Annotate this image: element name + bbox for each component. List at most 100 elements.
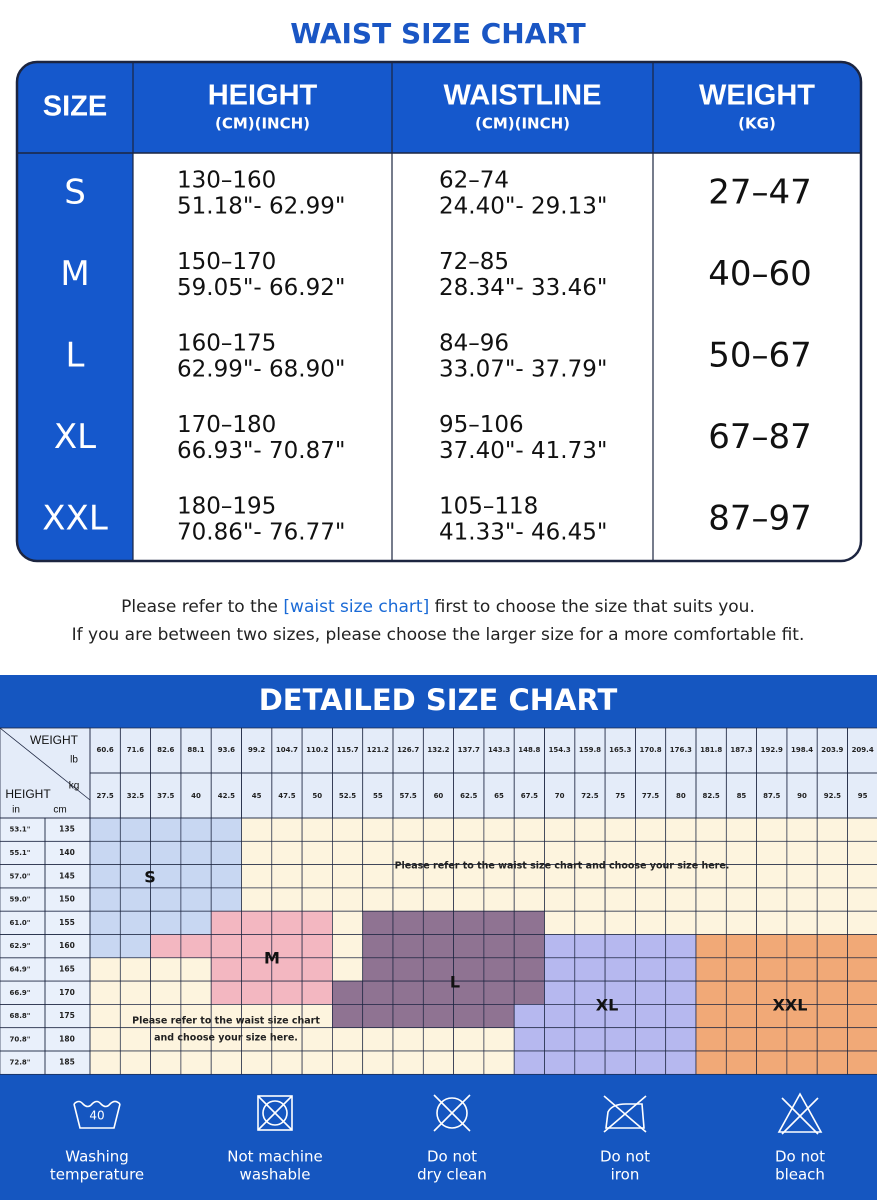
grid-cell: [362, 980, 394, 1005]
care-label: temperature: [50, 1166, 144, 1184]
grid-cell: [604, 957, 636, 982]
grid-cell: [210, 864, 242, 889]
grid-cell: [574, 887, 606, 912]
grid-cell: [392, 910, 424, 935]
grid-cell: [271, 980, 303, 1005]
grid-cell: [210, 980, 242, 1005]
lb-value: 159.8: [579, 746, 601, 754]
kg-value: 60: [434, 792, 444, 800]
height-cm: 145: [59, 871, 75, 880]
grid-cell: [574, 957, 606, 982]
machine-wash-icon: [257, 1095, 293, 1131]
grid-cell: [89, 957, 121, 982]
grid-cell: [847, 840, 877, 865]
grid-cell: [271, 840, 303, 865]
waistline-value: 24.40"- 29.13": [439, 193, 607, 219]
grid-cell: [362, 934, 394, 959]
grid-cell: [483, 1004, 515, 1029]
grid-cell: [574, 910, 606, 935]
grid-cell: [725, 1027, 757, 1052]
height-in: 66.9": [10, 989, 31, 997]
height-in: 55.1": [10, 849, 31, 857]
grid-cell: [150, 934, 182, 959]
grid-cell: [483, 980, 515, 1005]
lb-value: 71.6: [127, 746, 144, 754]
grid-cell: [180, 934, 212, 959]
height-value: 150–170: [177, 249, 276, 275]
weight-label: WEIGHT: [30, 733, 79, 747]
lb-value: 126.7: [397, 746, 419, 754]
note-part: first to choose the size that suits you.: [429, 597, 755, 617]
grid-cell: [756, 840, 788, 865]
waistline-value: 95–106: [439, 412, 524, 438]
weight-value: 87–97: [708, 499, 812, 539]
grid-cell: [786, 840, 818, 865]
grid-cell: [392, 817, 424, 842]
grid-cell: [453, 1004, 485, 1029]
grid-cell: [119, 1027, 151, 1052]
waistline-value: 72–85: [439, 249, 509, 275]
grid-cell: [301, 840, 333, 865]
kg-value: 72.5: [581, 792, 598, 800]
zone-note: Please refer to the waist size chart: [132, 1016, 320, 1027]
lb-value: 203.9: [821, 746, 843, 754]
kg-value: 57.5: [400, 792, 417, 800]
grid-cell: [392, 1004, 424, 1029]
grid-cell: [756, 864, 788, 889]
height-in: 62.9": [10, 942, 31, 950]
height-in: 57.0": [10, 872, 31, 880]
grid-cell: [89, 817, 121, 842]
grid-cell: [362, 1004, 394, 1029]
height-cm: 150: [59, 895, 75, 904]
grid-cell: [332, 957, 364, 982]
grid-cell: [332, 1004, 364, 1029]
grid-cell: [89, 864, 121, 889]
grid-cell: [301, 887, 333, 912]
grid-cell: [604, 910, 636, 935]
grid-cell: [695, 887, 727, 912]
header-label: WAISTLINE: [444, 80, 602, 112]
grid-cell: [301, 957, 333, 982]
grid-cell: [786, 934, 818, 959]
lb-value: 104.7: [276, 746, 298, 754]
grid-cell: [725, 910, 757, 935]
grid-cell: [332, 840, 364, 865]
kg-value: 37.5: [157, 792, 174, 800]
grid-cell: [150, 1050, 182, 1075]
grid-cell: [816, 840, 848, 865]
grid-cell: [422, 887, 454, 912]
grid-cell: [695, 980, 727, 1005]
grid-cell: [332, 910, 364, 935]
grid-cell: [453, 887, 485, 912]
grid-cell: [150, 980, 182, 1005]
kg-value: 50: [312, 792, 322, 800]
grid-cell: [150, 817, 182, 842]
height-value: 170–180: [177, 412, 276, 438]
grid-cell: [150, 957, 182, 982]
kg-value: 82.5: [703, 792, 720, 800]
grid-cell: [362, 910, 394, 935]
grid-cell: [665, 934, 697, 959]
height-in: 68.8": [10, 1012, 31, 1020]
grid-cell: [635, 980, 667, 1005]
grid-cell: [150, 910, 182, 935]
kg-value: 47.5: [278, 792, 295, 800]
grid-cell: [483, 957, 515, 982]
grid-cell: [332, 934, 364, 959]
cross: [603, 1095, 647, 1133]
detailed-title: DETAILED SIZE CHART: [259, 683, 618, 717]
kg-value: 40: [191, 792, 201, 800]
grid-cell: [332, 980, 364, 1005]
grid-cell: [756, 817, 788, 842]
care-label: dry clean: [417, 1166, 487, 1184]
grid-cell: [544, 1004, 576, 1029]
grid-cell: [119, 840, 151, 865]
height-cm: 165: [59, 964, 75, 973]
grid-cell: [271, 817, 303, 842]
lb-value: 60.6: [97, 746, 114, 754]
grid-cell: [210, 840, 242, 865]
kg-value: 70: [555, 792, 565, 800]
height-label: HEIGHT: [5, 787, 51, 801]
grid-cell: [422, 934, 454, 959]
grid-cell: [816, 1004, 848, 1029]
